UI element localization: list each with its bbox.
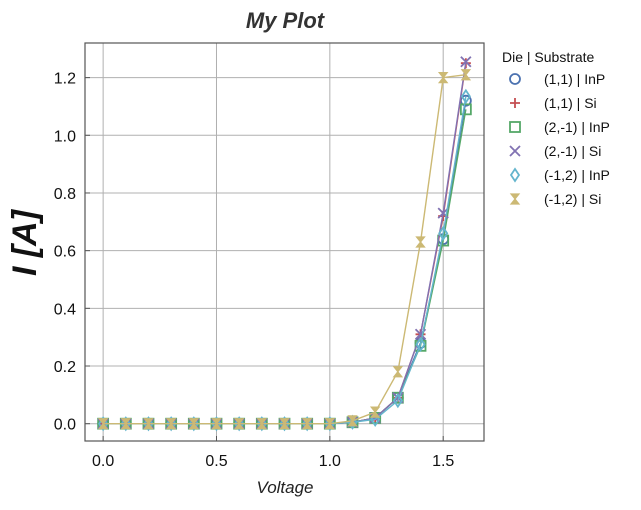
x-tick-label: 0.5	[205, 453, 227, 470]
data-point	[460, 69, 472, 81]
legend-marker	[509, 167, 521, 183]
y-tick-label: 1.2	[54, 71, 76, 88]
legend-marker	[509, 121, 521, 133]
data-point	[391, 391, 404, 404]
series-3	[97, 56, 472, 430]
data-point	[460, 88, 471, 104]
x-tick-label: 1.5	[432, 453, 454, 470]
data-point	[97, 418, 109, 430]
y-tick-label: 0.4	[54, 301, 76, 318]
legend-entry: (1,1) | InP	[509, 71, 605, 87]
data-point	[415, 336, 426, 353]
data-point	[143, 416, 154, 432]
series-line	[103, 63, 467, 425]
series-line	[103, 109, 467, 425]
data-point	[143, 418, 154, 430]
legend-marker	[509, 145, 521, 157]
legend: Die | Substrate (1,1) | InP (1,1) | Si (2,…	[502, 49, 610, 207]
chart-title: My Plot	[246, 8, 326, 33]
series-2	[97, 103, 472, 430]
data-point	[234, 416, 245, 432]
data-point	[256, 416, 267, 432]
data-point	[324, 416, 335, 432]
data-point	[188, 416, 199, 432]
data-point	[120, 416, 131, 432]
y-axis-label: I [A]	[6, 208, 44, 276]
series-line	[103, 96, 467, 425]
data-point	[279, 416, 290, 432]
plot-frame	[84, 42, 485, 442]
y-tick-label: 0.2	[54, 359, 76, 376]
grid	[85, 43, 484, 441]
data-point	[279, 418, 290, 430]
data-point	[166, 416, 177, 432]
data-point	[233, 418, 245, 430]
legend-entry: (-1,2) | InP	[509, 167, 610, 183]
data-point	[324, 418, 336, 430]
legend-marker	[509, 193, 521, 205]
x-tick-label: 0.0	[92, 453, 114, 470]
series-line	[103, 61, 467, 425]
y-tick-label: 0.6	[54, 244, 76, 261]
y-tick-label: 1.0	[54, 128, 76, 145]
data-point	[211, 418, 222, 430]
series-line	[103, 100, 467, 425]
legend-label: (-1,2) | Si	[544, 191, 601, 207]
legend-label: (1,1) | InP	[544, 71, 605, 87]
series-0	[97, 94, 472, 430]
x-axis-label: Voltage	[256, 478, 313, 497]
data-point	[415, 236, 426, 248]
legend-label: (1,1) | Si	[544, 95, 597, 111]
data-point	[256, 418, 268, 430]
legend-label: (2,-1) | InP	[544, 119, 610, 135]
data-point	[347, 415, 358, 427]
legend-entry: (2,-1) | Si	[509, 143, 601, 159]
legend-entry: (1,1) | Si	[510, 95, 597, 111]
legend-entry: (2,-1) | InP	[509, 119, 610, 135]
data-point	[301, 418, 313, 430]
data-point	[437, 72, 449, 84]
data-point	[460, 56, 472, 68]
data-point	[392, 393, 403, 409]
data-point	[211, 416, 222, 432]
y-tick-label: 0.0	[54, 417, 76, 434]
legend-marker	[509, 73, 521, 85]
series-1	[98, 58, 471, 429]
legend-label: (2,-1) | Si	[544, 143, 601, 159]
series-line	[103, 74, 466, 425]
legend-entry: (-1,2) | Si	[509, 191, 601, 207]
data-point	[98, 416, 109, 432]
series-layer	[97, 56, 472, 432]
axis-ticks: 0.0 0.5 1.0 1.5 0.0 0.2 0.4 0.6 0.8 1.0 1.2	[54, 71, 455, 470]
legend-label: (-1,2) | InP	[544, 167, 610, 183]
data-point	[165, 418, 177, 430]
data-point	[392, 366, 404, 378]
series-4	[98, 88, 471, 432]
data-point	[438, 225, 449, 241]
data-point	[120, 418, 132, 430]
legend-marker	[510, 98, 520, 108]
x-tick-label: 1.0	[319, 453, 341, 470]
data-point	[302, 416, 313, 432]
data-point	[188, 418, 200, 430]
legend-title: Die | Substrate	[502, 49, 595, 65]
y-tick-label: 0.8	[54, 186, 76, 203]
data-point	[369, 406, 381, 418]
data-point	[459, 103, 472, 116]
series-5	[97, 69, 472, 430]
